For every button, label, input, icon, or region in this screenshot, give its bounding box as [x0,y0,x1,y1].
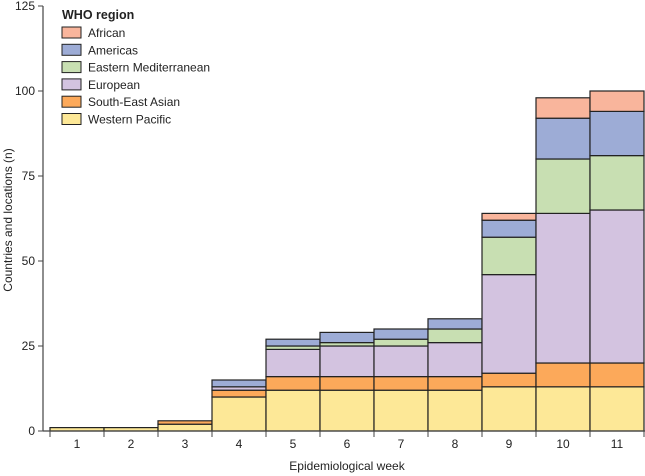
x-tick-label: 4 [236,437,243,451]
bar-segment-european-week-11 [589,209,645,364]
bar-segment-western-pacific-week-11 [589,386,645,432]
bar-segment-south-east-asian-week-7 [373,376,429,391]
x-tick-label: 7 [398,437,405,451]
bar-segment-european-week-8 [427,342,483,378]
x-tick-label: 5 [290,437,297,451]
bar-segment-african-week-10 [535,97,591,119]
bar-segment-americas-week-11 [589,110,645,157]
bar-segment-western-pacific-week-7 [373,389,429,432]
x-tick-label: 8 [452,437,459,451]
x-tick-label: 1 [74,437,81,451]
bar-segment-south-east-asian-week-8 [427,376,483,391]
bar-segment-western-pacific-week-5 [265,389,321,432]
y-tick-label: 125 [15,0,35,13]
bar-segment-western-pacific-week-8 [427,389,483,432]
bar-segment-americas-week-7 [373,328,429,340]
bar-segment-eastern-mediterranean-week-10 [535,158,591,215]
bar-segment-european-week-10 [535,212,591,364]
bar-segment-western-pacific-week-6 [319,389,375,432]
bar-segment-eastern-mediterranean-week-9 [481,236,537,276]
bar-segment-americas-week-4 [211,379,267,388]
legend-label: Eastern Mediterranean [88,61,210,75]
bar-segment-western-pacific-week-4 [211,396,267,432]
legend-swatch [61,113,82,125]
bar-segment-eastern-mediterranean-week-8 [427,328,483,344]
x-tick-label: 3 [182,437,189,451]
bars-group [49,90,645,432]
bar-segment-south-east-asian-week-9 [481,372,537,388]
bar-segment-western-pacific-week-9 [481,386,537,432]
legend-swatch [61,61,82,74]
legend-title: WHO region [62,8,134,22]
y-tick-label: 50 [22,254,36,268]
bar-segment-americas-week-8 [427,318,483,330]
bar-segment-eastern-mediterranean-week-11 [589,155,645,211]
legend-label: Americas [88,43,138,57]
legend: WHO region African Americas Eastern Medite… [61,8,210,127]
legend-swatch [61,95,82,108]
bar-segment-americas-week-5 [265,338,321,347]
legend-label: African [88,26,125,40]
x-tick-label: 11 [611,437,624,451]
bar-segment-south-east-asian-week-4 [211,389,267,398]
bar-segment-european-week-9 [481,274,537,374]
bar-segment-eastern-mediterranean-week-7 [373,338,429,347]
legend-swatch [61,78,82,91]
bar-segment-african-week-11 [589,90,645,112]
bar-segment-americas-week-6 [319,331,375,344]
legend-swatch [61,43,82,56]
x-tick-label: 6 [344,437,351,451]
bar-segment-americas-week-9 [481,219,537,238]
bar-segment-south-east-asian-week-3 [157,420,213,425]
y-tick-label: 25 [22,339,36,353]
legend-label: Western Pacific [88,113,171,127]
bar-segment-south-east-asian-week-11 [589,362,645,388]
bar-segment-european-week-5 [265,348,321,378]
legend-label: European [88,78,140,92]
bar-segment-european-week-7 [373,345,429,378]
bar-segment-western-pacific-week-10 [535,386,591,432]
y-axis-label: Countries and locations (n) [1,148,15,291]
x-tick-label: 10 [556,437,570,451]
bar-segment-south-east-asian-week-5 [265,376,321,391]
x-tick-label: 9 [506,437,513,451]
legend-label: South-East Asian [88,95,180,109]
x-tick-label: 2 [128,437,135,451]
y-tick-label: 100 [15,84,35,98]
bar-segment-americas-week-10 [535,117,591,160]
bar-segment-south-east-asian-week-10 [535,362,591,388]
axes-group: 1 2 3 4 5 6 7 8 9 10 11 0 25 50 75 100 125 [15,0,645,451]
y-tick-label: 75 [22,169,36,183]
x-axis-label: Epidemiological week [289,459,405,473]
bar-segment-european-week-6 [319,345,375,378]
bar-segment-african-week-9 [481,212,537,221]
bar-segment-western-pacific-week-3 [157,423,213,432]
legend-swatch [61,26,82,39]
y-tick-label: 0 [28,424,35,438]
bar-segment-south-east-asian-week-6 [319,376,375,391]
